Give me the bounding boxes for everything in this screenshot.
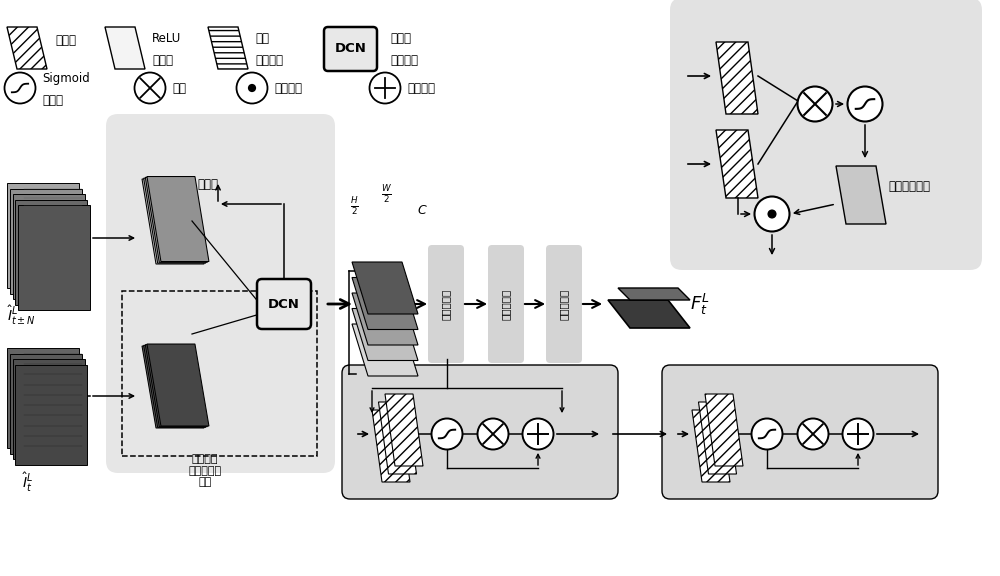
Text: $C$: $C$ — [417, 204, 427, 218]
Text: 卷积网络: 卷积网络 — [390, 55, 418, 67]
FancyBboxPatch shape — [15, 365, 87, 464]
Polygon shape — [144, 346, 206, 427]
Text: 全局: 全局 — [255, 32, 269, 44]
FancyBboxPatch shape — [12, 194, 84, 299]
Circle shape — [798, 419, 829, 449]
Circle shape — [134, 73, 166, 104]
Polygon shape — [142, 179, 204, 264]
Polygon shape — [372, 410, 410, 482]
FancyBboxPatch shape — [12, 359, 84, 459]
Circle shape — [798, 86, 832, 122]
Polygon shape — [352, 293, 418, 345]
Polygon shape — [608, 300, 690, 328]
FancyBboxPatch shape — [662, 365, 938, 499]
FancyBboxPatch shape — [428, 245, 464, 363]
Text: Sigmoid: Sigmoid — [42, 71, 90, 85]
Circle shape — [848, 86, 883, 122]
Text: 金字塔型
可变形卷积
对齐: 金字塔型 可变形卷积 对齐 — [188, 454, 222, 487]
Polygon shape — [716, 42, 758, 114]
Text: 逐点相乘: 逐点相乘 — [274, 81, 302, 94]
Text: 激活层: 激活层 — [152, 55, 173, 67]
FancyBboxPatch shape — [10, 354, 82, 453]
Text: 激活层: 激活层 — [42, 94, 63, 108]
FancyBboxPatch shape — [546, 245, 582, 363]
Text: ReLU: ReLU — [152, 32, 181, 44]
Polygon shape — [618, 288, 690, 300]
Polygon shape — [692, 410, 730, 482]
Text: 通道注意力: 通道注意力 — [501, 289, 511, 320]
Circle shape — [755, 196, 790, 232]
FancyBboxPatch shape — [7, 348, 79, 448]
Circle shape — [478, 419, 509, 449]
FancyBboxPatch shape — [257, 279, 311, 329]
Polygon shape — [7, 27, 47, 69]
Circle shape — [752, 419, 782, 449]
Polygon shape — [352, 309, 418, 361]
Polygon shape — [716, 130, 758, 198]
Circle shape — [768, 210, 776, 218]
Polygon shape — [352, 262, 418, 314]
Polygon shape — [105, 27, 145, 69]
Polygon shape — [142, 346, 204, 428]
FancyBboxPatch shape — [106, 114, 335, 473]
FancyBboxPatch shape — [342, 365, 618, 499]
FancyBboxPatch shape — [7, 183, 79, 288]
Polygon shape — [147, 176, 209, 262]
Text: 卷积层: 卷积层 — [55, 33, 76, 47]
FancyBboxPatch shape — [488, 245, 524, 363]
Text: 逐点相加: 逐点相加 — [407, 81, 435, 94]
Circle shape — [842, 419, 874, 449]
Text: DCN: DCN — [268, 297, 300, 310]
Text: $\frac{W}{2}$: $\frac{W}{2}$ — [381, 183, 391, 205]
FancyBboxPatch shape — [670, 0, 982, 270]
Circle shape — [237, 73, 268, 104]
Polygon shape — [144, 178, 206, 263]
Polygon shape — [352, 324, 418, 376]
Polygon shape — [145, 177, 207, 262]
Polygon shape — [705, 394, 743, 466]
Text: 可变形: 可变形 — [390, 32, 411, 44]
Text: 空间注意力: 空间注意力 — [559, 289, 569, 320]
FancyBboxPatch shape — [15, 199, 87, 305]
Polygon shape — [208, 27, 248, 69]
Text: $F^{L}_{t}$: $F^{L}_{t}$ — [690, 291, 710, 317]
Polygon shape — [385, 394, 423, 466]
Polygon shape — [147, 344, 209, 426]
Text: 注意力权重图: 注意力权重图 — [888, 180, 930, 192]
Text: 点积: 点积 — [172, 81, 186, 94]
Polygon shape — [378, 402, 416, 474]
Text: DCN: DCN — [335, 43, 366, 55]
FancyBboxPatch shape — [324, 27, 377, 71]
Polygon shape — [836, 166, 886, 224]
Text: $\frac{H}{2}$: $\frac{H}{2}$ — [350, 195, 358, 217]
Circle shape — [432, 419, 462, 449]
Text: 时域注意力: 时域注意力 — [441, 289, 451, 320]
FancyBboxPatch shape — [18, 205, 90, 310]
Text: 偏移量: 偏移量 — [198, 177, 218, 191]
Polygon shape — [698, 402, 736, 474]
Text: $\hat{I}^{L}_{t\pm N}$: $\hat{I}^{L}_{t\pm N}$ — [7, 304, 36, 327]
Text: $\hat{I}^{L}_{t}$: $\hat{I}^{L}_{t}$ — [22, 471, 34, 494]
Text: $\Rightarrow_T$: $\Rightarrow_T$ — [286, 297, 312, 311]
Circle shape — [370, 73, 400, 104]
Text: 平均池化: 平均池化 — [255, 55, 283, 67]
Circle shape — [249, 85, 255, 92]
Polygon shape — [352, 278, 418, 329]
Circle shape — [522, 419, 554, 449]
FancyBboxPatch shape — [10, 188, 82, 294]
Circle shape — [5, 73, 36, 104]
Polygon shape — [145, 344, 207, 427]
